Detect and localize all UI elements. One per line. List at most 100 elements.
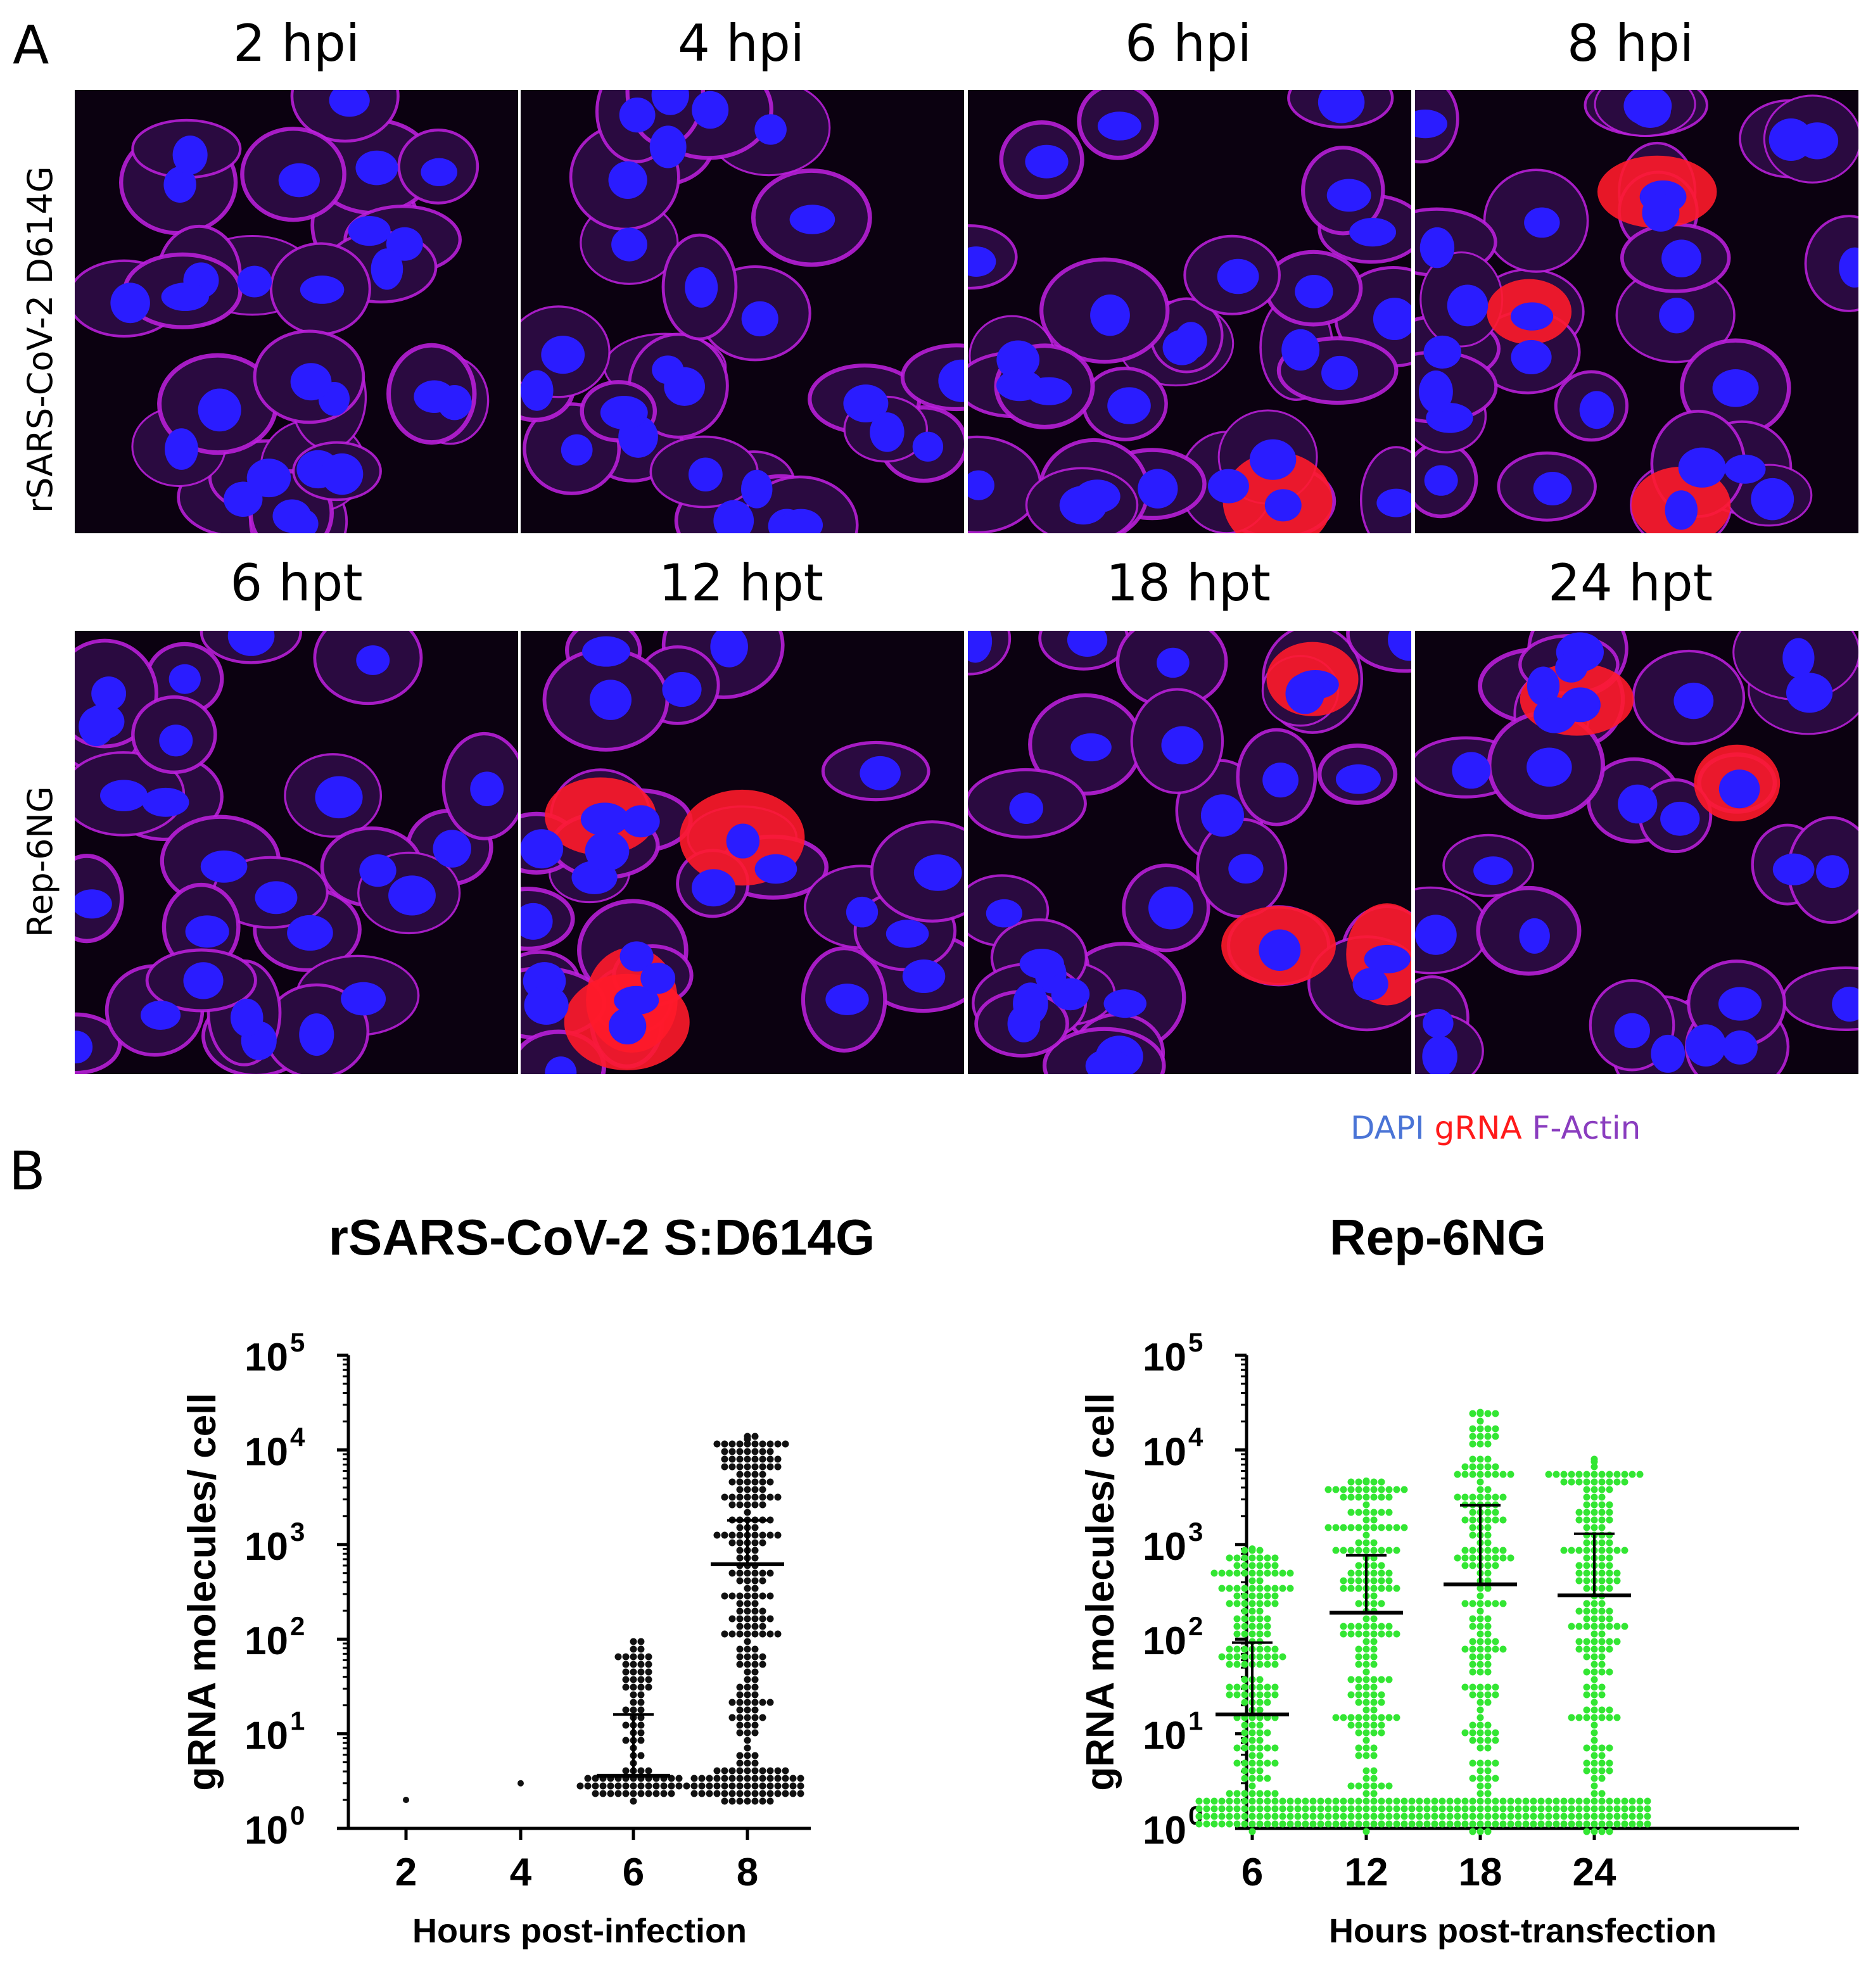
data-point [1461, 1683, 1469, 1691]
nucleus [371, 248, 403, 290]
data-point [1370, 1706, 1378, 1714]
data-point [744, 1440, 751, 1448]
data-point [744, 1435, 751, 1443]
data-point [1621, 1797, 1629, 1805]
data-point [1438, 1805, 1446, 1813]
data-point [637, 1729, 645, 1737]
data-point [744, 1759, 751, 1767]
data-point [1423, 1805, 1431, 1813]
data-point [1271, 1744, 1279, 1752]
nucleus [1661, 239, 1702, 277]
data-point [1484, 1463, 1492, 1471]
y-tick-exponent: 5 [290, 1327, 305, 1357]
data-point [1476, 1797, 1484, 1805]
y-tick-exponent: 4 [1188, 1422, 1203, 1452]
data-point [1484, 1440, 1492, 1448]
data-point [622, 1668, 630, 1676]
data-point [1613, 1820, 1621, 1828]
data-point [1484, 1721, 1492, 1729]
data-point [1484, 1410, 1492, 1417]
data-point [1370, 1524, 1378, 1531]
data-point [645, 1767, 652, 1775]
data-point [1484, 1683, 1492, 1691]
data-point [766, 1455, 774, 1463]
data-point [1484, 1509, 1492, 1516]
nucleus [237, 265, 272, 298]
data-point [1469, 1797, 1476, 1805]
data-point [744, 1661, 751, 1668]
data-point [1241, 1562, 1248, 1569]
data-point [721, 1797, 728, 1805]
data-point [1476, 1729, 1484, 1737]
nucleus [1019, 949, 1064, 979]
data-point [1590, 1767, 1598, 1775]
y-tick-exponent: 1 [1188, 1706, 1203, 1736]
data-point [1568, 1805, 1575, 1813]
data-point [1590, 1661, 1598, 1668]
data-point [1507, 1554, 1514, 1562]
data-point [766, 1790, 774, 1797]
data-point [751, 1607, 759, 1615]
data-point [1355, 1645, 1362, 1653]
data-point [1256, 1569, 1264, 1577]
data-point [759, 1592, 766, 1600]
nucleus [1349, 217, 1397, 247]
nucleus [165, 428, 198, 470]
data-point [713, 1531, 721, 1539]
nucleus [545, 1056, 577, 1074]
data-point [1362, 1706, 1370, 1714]
data-point [1568, 1813, 1575, 1820]
data-point [1507, 1805, 1514, 1813]
data-point [1469, 1425, 1476, 1433]
data-point [1514, 1820, 1522, 1828]
data-point [744, 1478, 751, 1486]
data-point [1575, 1547, 1583, 1554]
data-point [774, 1630, 782, 1638]
data-point [751, 1767, 759, 1775]
data-point [744, 1638, 751, 1645]
data-point [1378, 1562, 1385, 1569]
nucleus [163, 167, 196, 203]
data-point [1499, 1813, 1507, 1820]
data-point [1233, 1805, 1241, 1813]
data-point [630, 1645, 637, 1653]
data-point [1226, 1820, 1233, 1828]
data-point [1370, 1752, 1378, 1759]
data-point [1606, 1668, 1613, 1676]
data-point [1476, 1820, 1484, 1828]
data-point [728, 1493, 736, 1501]
data-point [1583, 1645, 1590, 1653]
data-point [751, 1471, 759, 1478]
data-point [1241, 1653, 1248, 1661]
data-point [1598, 1820, 1606, 1828]
data-point [1347, 1782, 1355, 1790]
data-point [1385, 1524, 1393, 1531]
micrograph-image [75, 631, 518, 1074]
data-point [766, 1531, 774, 1539]
data-point [1552, 1805, 1560, 1813]
data-point [1454, 1797, 1461, 1805]
data-point [1370, 1653, 1378, 1661]
data-point [1629, 1820, 1636, 1828]
data-point [774, 1440, 782, 1448]
data-point [1340, 1820, 1347, 1828]
data-point [1492, 1759, 1499, 1767]
data-point [1355, 1585, 1362, 1592]
data-point [728, 1797, 736, 1805]
data-point [759, 1539, 766, 1547]
data-point [1476, 1661, 1484, 1668]
data-point [1492, 1638, 1499, 1645]
data-point [759, 1569, 766, 1577]
data-point [1514, 1805, 1522, 1813]
data-point [1355, 1509, 1362, 1516]
data-point [1385, 1509, 1393, 1516]
micrograph-image [75, 90, 490, 533]
data-point [1233, 1813, 1241, 1820]
nucleus [341, 982, 386, 1016]
data-point [1590, 1782, 1598, 1790]
data-point [713, 1775, 721, 1782]
data-point [751, 1623, 759, 1630]
data-point [1279, 1585, 1286, 1592]
data-point [728, 1782, 736, 1790]
data-point [1241, 1683, 1248, 1691]
